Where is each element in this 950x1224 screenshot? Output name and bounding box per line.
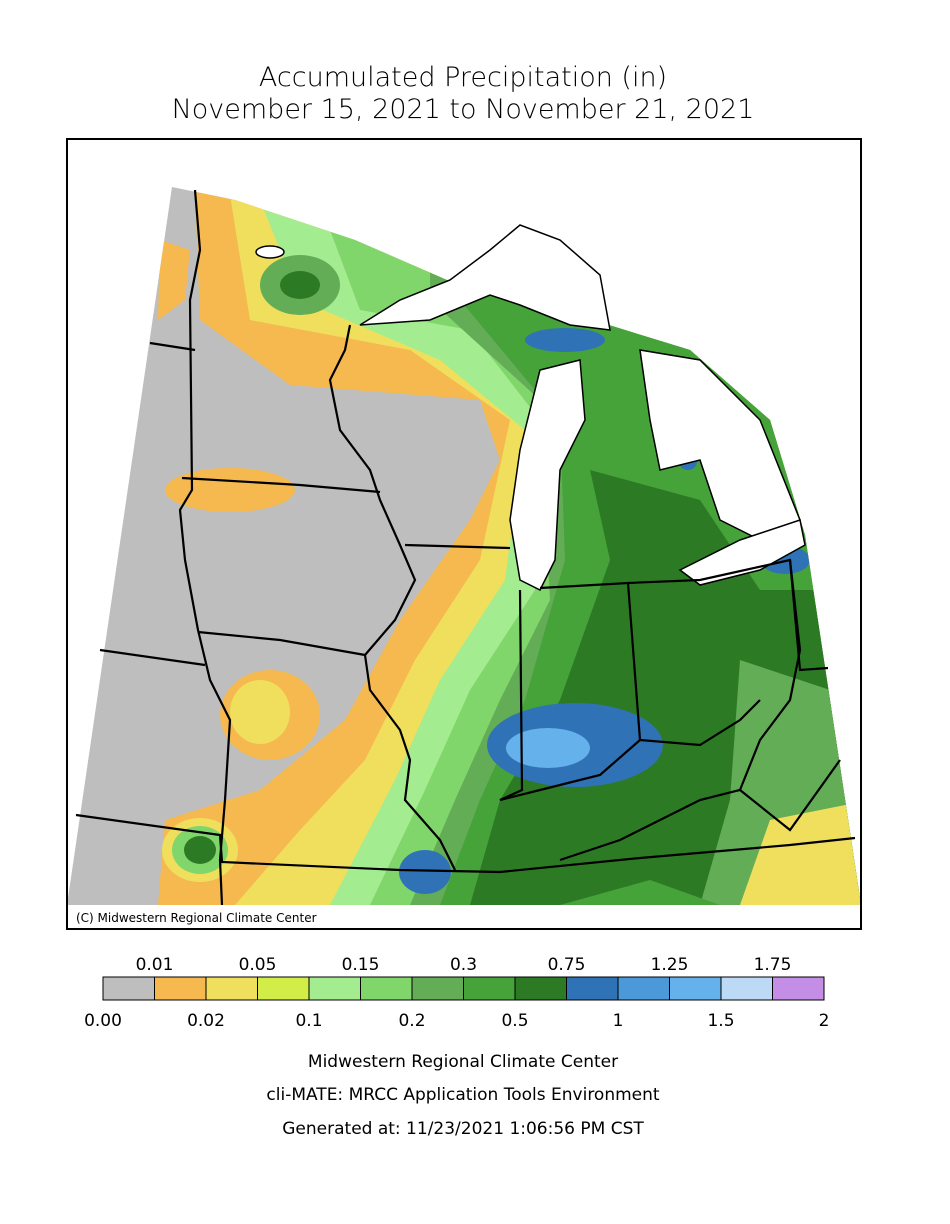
credit-box [70, 908, 354, 927]
legend-label: 0.01 [136, 955, 174, 975]
legend-label: 0.2 [398, 1011, 425, 1031]
legend-label: 0.1 [295, 1011, 322, 1031]
lake [639, 349, 801, 541]
border [499, 589, 524, 802]
region [230, 680, 290, 744]
border [328, 324, 417, 656]
map-frame [66, 138, 862, 930]
region [525, 328, 605, 352]
legend-swatch [360, 976, 413, 1001]
legend-swatch [102, 976, 155, 1001]
border [499, 581, 642, 802]
footer-line: Generated at: 11/23/2021 1:06:56 PM CST [282, 1119, 644, 1139]
legend-label: 1.75 [754, 955, 792, 975]
legend-swatch [720, 976, 773, 1001]
lake [359, 224, 611, 331]
border [639, 699, 761, 747]
legend-swatch [514, 976, 567, 1001]
state-borders [75, 189, 856, 906]
legend-label: 0.15 [342, 955, 380, 975]
border [404, 543, 511, 550]
legend-label: 0.3 [450, 955, 477, 975]
region [506, 728, 590, 768]
border [197, 630, 456, 871]
border [178, 189, 232, 906]
lake [255, 245, 285, 259]
legend-swatch [154, 976, 207, 1001]
border [739, 759, 841, 832]
legend-swatch [617, 976, 670, 1001]
legend-swatch [257, 976, 310, 1001]
legend-label: 1.5 [707, 1011, 734, 1031]
region [184, 836, 216, 864]
legend-swatch [772, 976, 825, 1001]
footer-line: cli-MATE: MRCC Application Tools Environ… [266, 1085, 659, 1105]
legend-label: 1 [613, 1011, 624, 1031]
border [181, 476, 381, 494]
lake [509, 359, 586, 592]
legend-label: 0.00 [84, 1011, 122, 1031]
legend-label: 2 [819, 1011, 830, 1031]
border [788, 559, 829, 672]
legend-swatch [566, 976, 619, 1001]
legend-label: 1.25 [651, 955, 689, 975]
region [165, 468, 295, 512]
lake [678, 519, 806, 586]
region [560, 880, 720, 905]
legend-label: 0.5 [501, 1011, 528, 1031]
legend-swatch [463, 976, 516, 1001]
legend-swatch [308, 976, 361, 1001]
region [399, 850, 451, 894]
region [280, 271, 320, 299]
map-credit: (C) Midwestern Regional Climate Center [76, 911, 317, 925]
border [75, 813, 856, 874]
footer-line: Midwestern Regional Climate Center [308, 1052, 618, 1072]
border [99, 648, 206, 667]
legend-swatch [411, 976, 464, 1001]
legend-swatch [669, 976, 722, 1001]
region [740, 800, 861, 905]
legend-label: 0.05 [239, 955, 277, 975]
legend: 0.00 0.01 0.02 0.05 0.1 0.15 0.2 0.3 0.5 0.75 1 1.2… [84, 955, 829, 1031]
border [559, 558, 802, 862]
lakes [255, 224, 806, 592]
legend-label: 0.75 [548, 955, 586, 975]
title-line: Accumulated Precipitation (in) [259, 62, 667, 93]
border [149, 341, 196, 352]
legend-label: 0.02 [187, 1011, 225, 1031]
title-line: November 15, 2021 to November 21, 2021 [172, 94, 755, 125]
region [158, 240, 190, 320]
legend-swatch [205, 976, 258, 1001]
